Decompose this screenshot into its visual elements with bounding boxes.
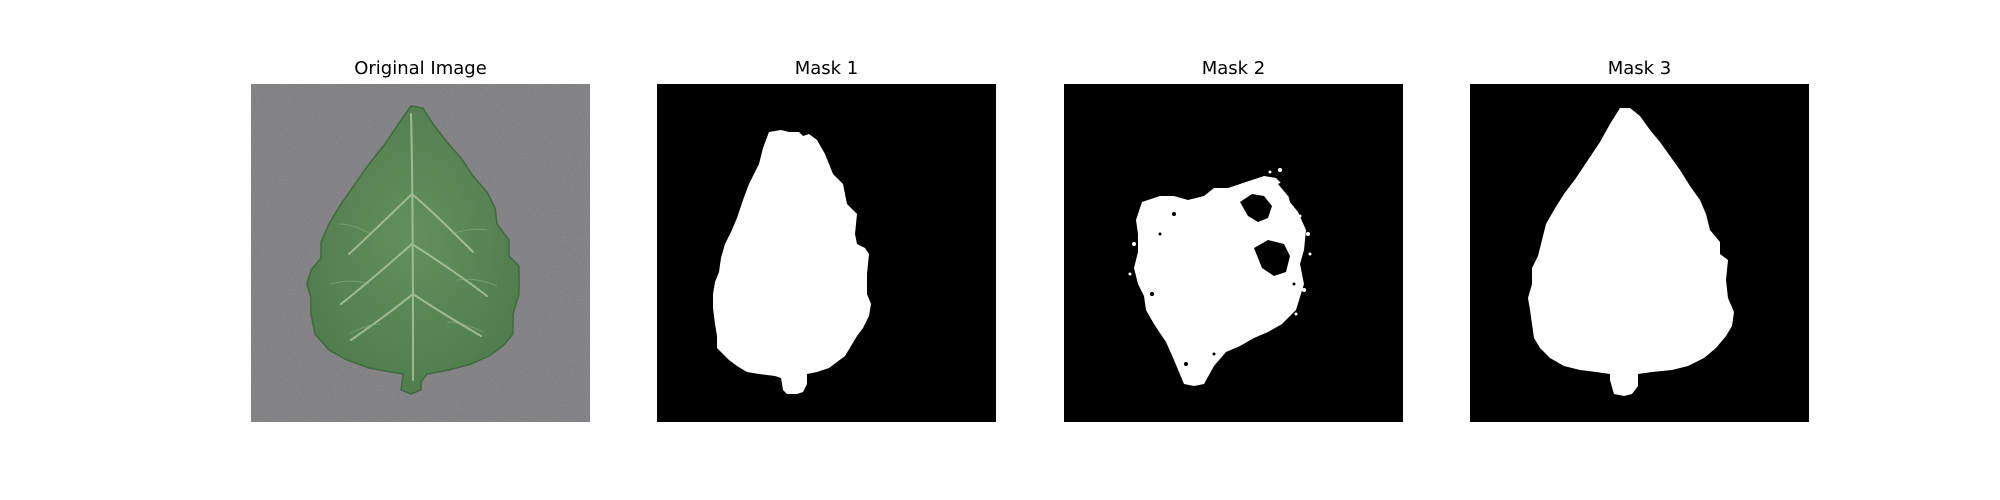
panel-mask-3: Mask 3 — [1470, 56, 1809, 422]
panel-title: Mask 2 — [1201, 58, 1266, 79]
mask-2-image — [1064, 84, 1403, 422]
mask-3-image — [1470, 84, 1809, 422]
original-leaf-image — [251, 84, 590, 422]
panel-original-image: Original Image — [251, 56, 590, 422]
panel-mask-1: Mask 1 — [657, 56, 996, 422]
panel-title: Mask 3 — [1607, 58, 1672, 79]
panel-title: Original Image — [354, 58, 487, 79]
panel-title: Mask 1 — [794, 58, 859, 79]
mask-1-image — [657, 84, 996, 422]
panel-mask-2: Mask 2 — [1064, 56, 1403, 422]
